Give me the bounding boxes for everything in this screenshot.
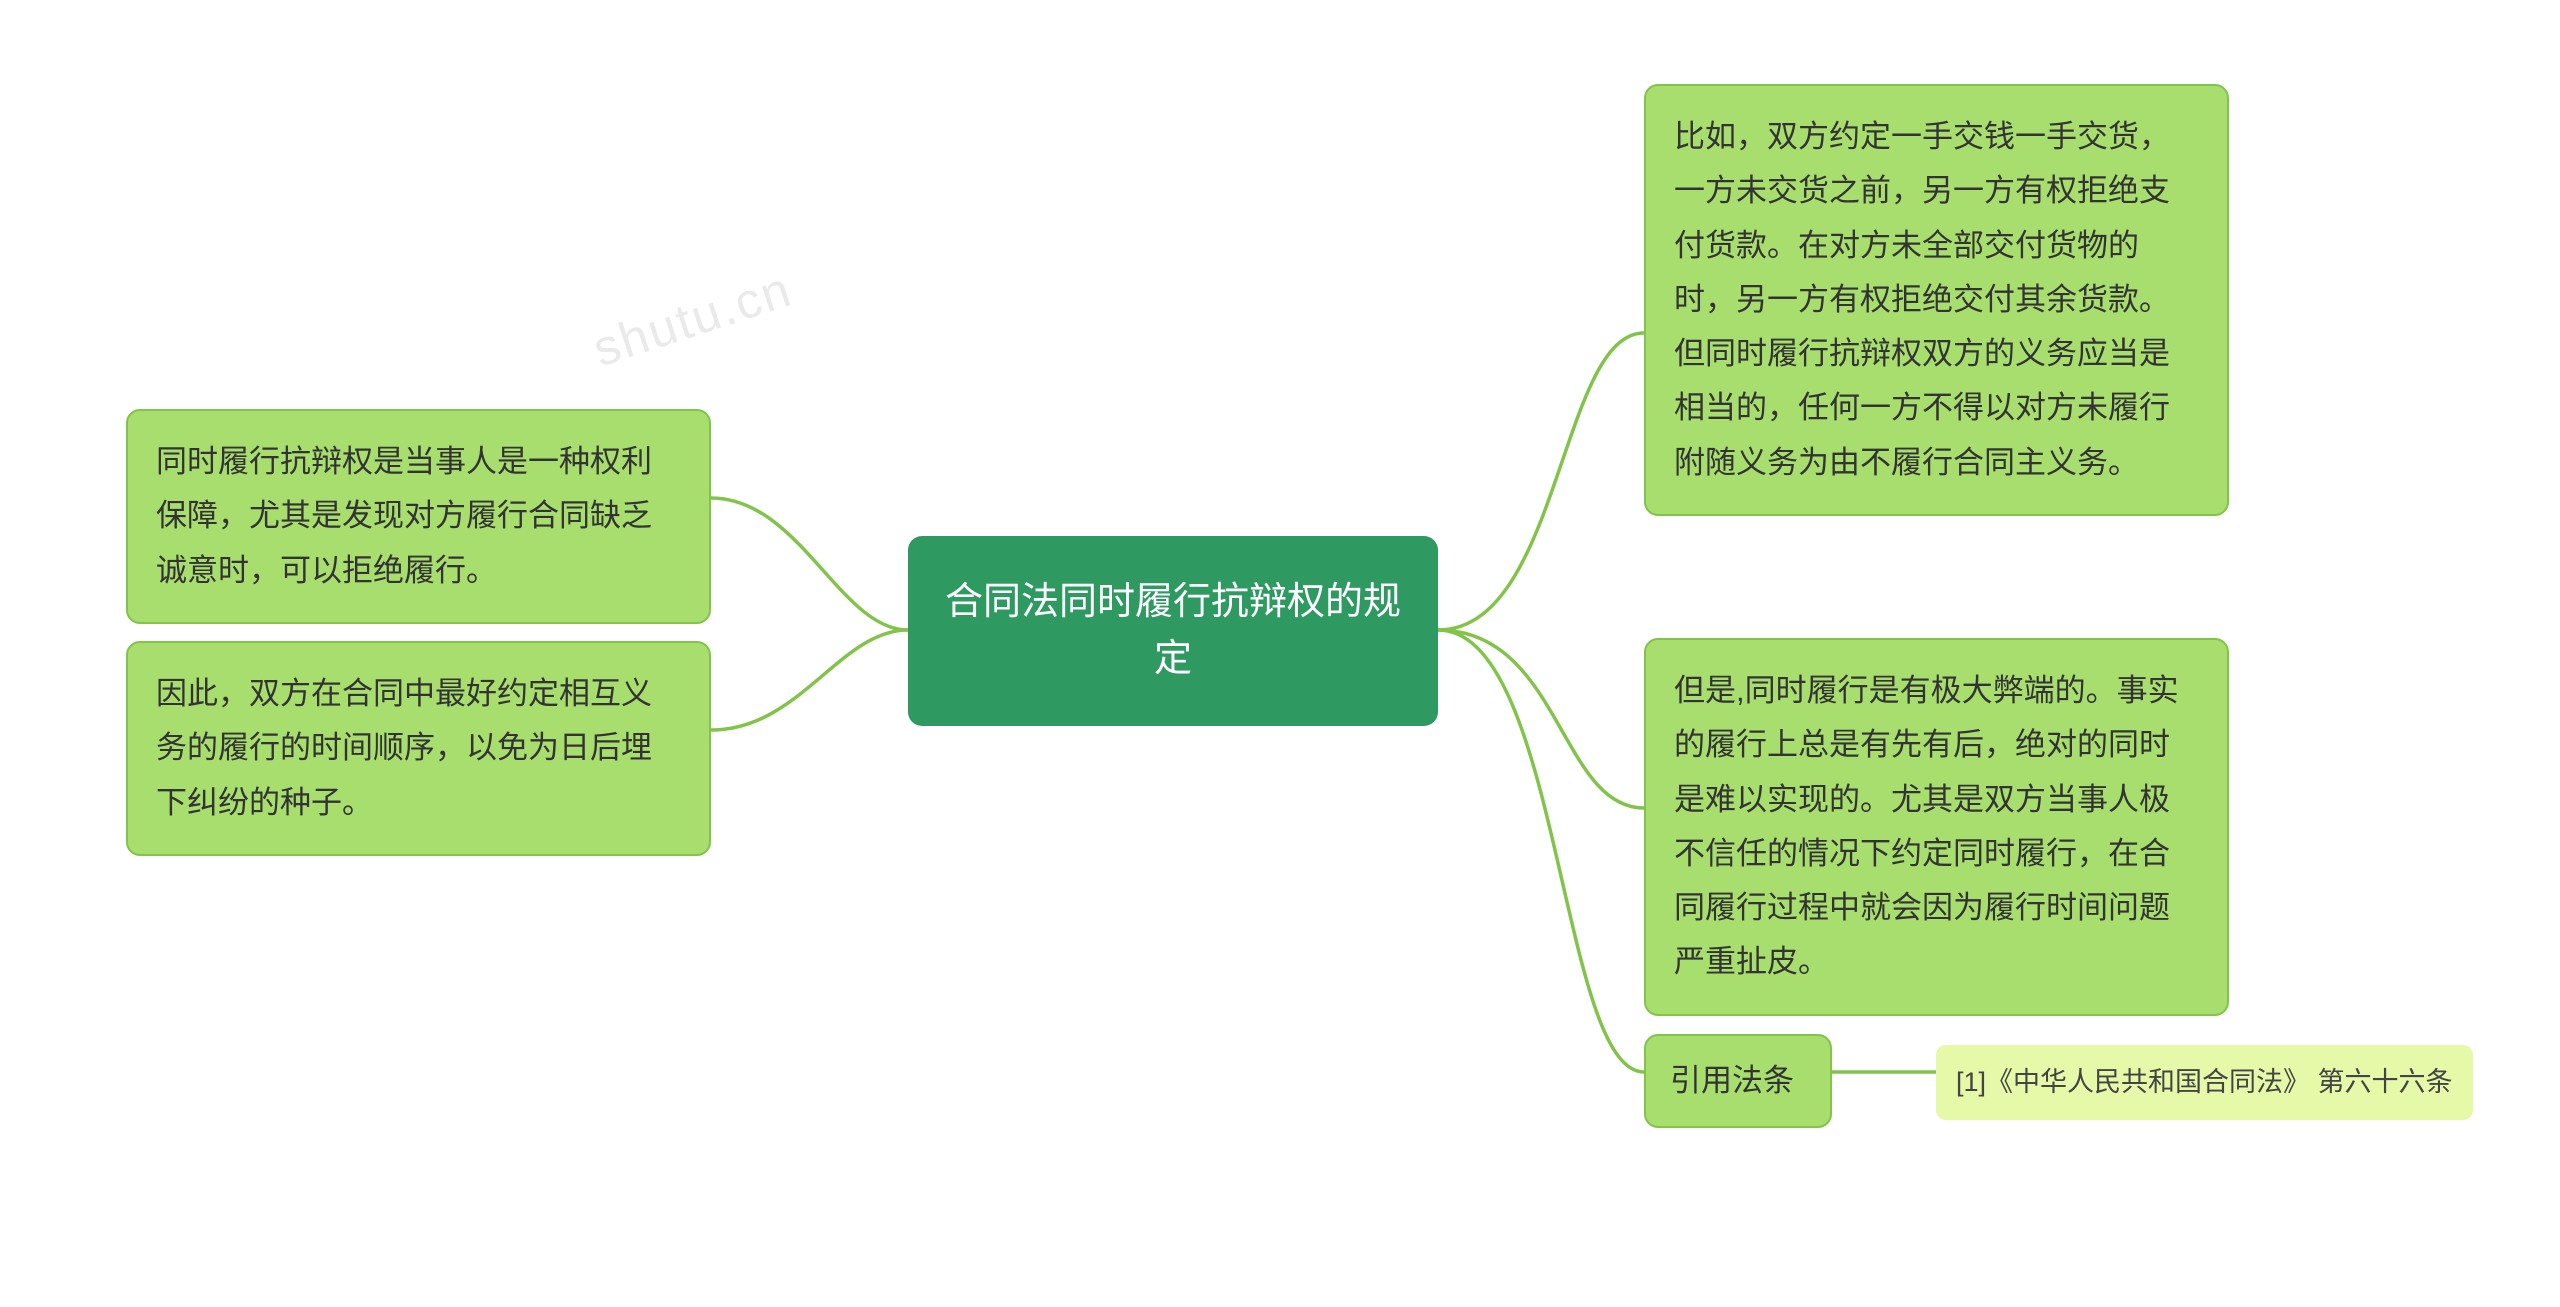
leaf-citation[interactable]: [1]《中华人民共和国合同法》 第六十六条: [1936, 1045, 2473, 1120]
center-node[interactable]: 合同法同时履行抗辩权的规定: [908, 536, 1438, 726]
right-child-2[interactable]: 但是,同时履行是有极大弊端的。事实的履行上总是有先有后，绝对的同时是难以实现的。…: [1644, 638, 2229, 1016]
watermark: shutu.cn: [586, 260, 799, 379]
left-child-1[interactable]: 同时履行抗辩权是当事人是一种权利保障，尤其是发现对方履行合同缺乏诚意时，可以拒绝…: [126, 409, 711, 624]
right-child-3[interactable]: 引用法条: [1644, 1034, 1832, 1128]
right-child-1[interactable]: 比如，双方约定一手交钱一手交货，一方未交货之前，另一方有权拒绝支付货款。在对方未…: [1644, 84, 2229, 516]
left-child-2[interactable]: 因此，双方在合同中最好约定相互义务的履行的时间顺序，以免为日后埋下纠纷的种子。: [126, 641, 711, 856]
mindmap-canvas: shutu.cn 树图 树图 shutu.cn 合同法同时履行抗辩权的规定 同时…: [0, 0, 2560, 1307]
